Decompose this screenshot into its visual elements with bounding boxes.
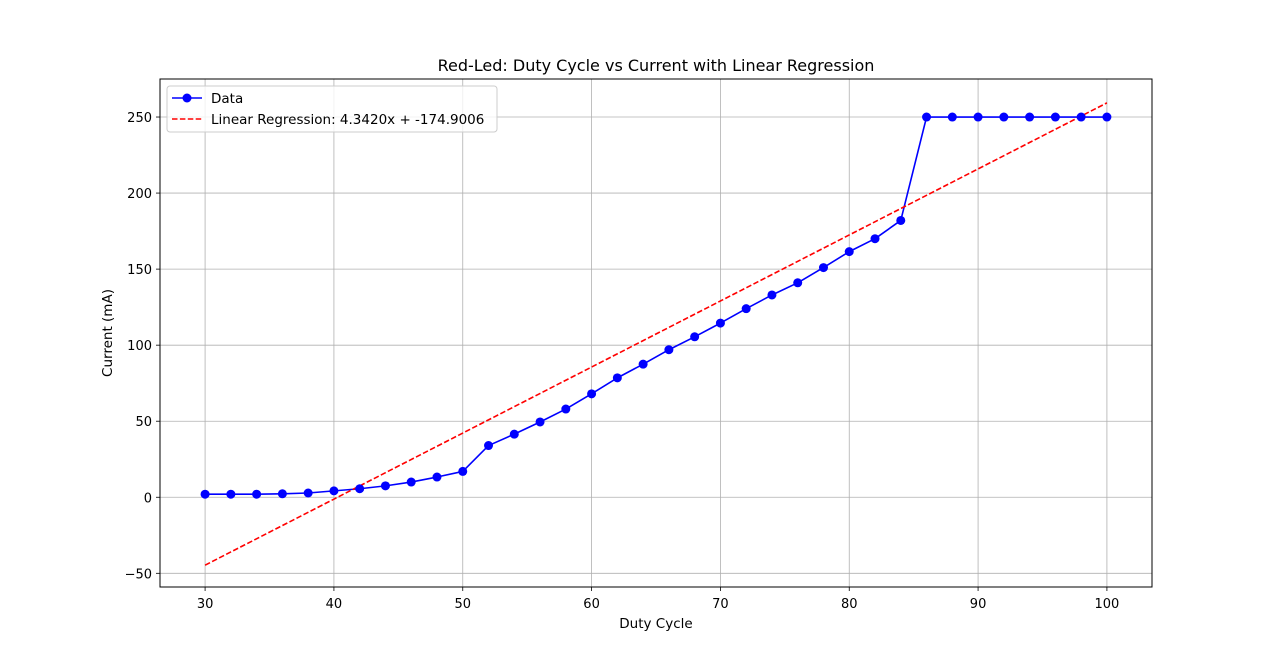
- data-point: [432, 472, 442, 482]
- x-tick-label: 100: [1094, 597, 1119, 612]
- data-point: [1025, 112, 1035, 122]
- data-point: [535, 417, 545, 427]
- y-tick-label: −50: [125, 567, 152, 582]
- data-point: [922, 112, 932, 122]
- data-point: [303, 488, 313, 498]
- x-tick-label: 40: [326, 597, 343, 612]
- data-point: [870, 234, 880, 244]
- legend-box: [166, 85, 498, 133]
- data-point: [793, 278, 803, 288]
- data-point: [484, 441, 494, 451]
- data-point: [690, 332, 700, 342]
- data-point: [1102, 112, 1112, 122]
- data-point: [999, 112, 1009, 122]
- data-point: [1076, 112, 1086, 122]
- data-point: [458, 466, 468, 476]
- data-point: [200, 489, 210, 499]
- data-point: [715, 318, 725, 328]
- data-point: [818, 263, 828, 273]
- x-tick-label: 60: [583, 597, 600, 612]
- x-tick-label: 50: [454, 597, 471, 612]
- y-tick-label: 0: [144, 491, 152, 506]
- data-point: [612, 373, 622, 383]
- data-point: [767, 290, 777, 300]
- y-tick-label: 250: [127, 111, 152, 126]
- x-tick-label: 30: [197, 597, 214, 612]
- data-point: [252, 489, 262, 499]
- x-axis-label: Duty Cycle: [619, 616, 692, 632]
- x-tick-label: 80: [841, 597, 858, 612]
- data-point: [380, 481, 390, 491]
- data-point: [664, 345, 674, 355]
- grid: [160, 79, 1152, 587]
- plot-frame: [159, 78, 1153, 588]
- y-tick-label: 150: [127, 263, 152, 278]
- x-tick-label: 70: [712, 597, 729, 612]
- data-point: [973, 112, 983, 122]
- data-point: [277, 489, 287, 499]
- legend-regression-label: Linear Regression: 4.3420x + -174.9006: [211, 112, 484, 128]
- data-point: [587, 389, 597, 399]
- data-point: [1050, 112, 1060, 122]
- plot-series: [200, 102, 1112, 566]
- data-point: [329, 486, 339, 496]
- y-axis-label: Current (mA): [100, 289, 116, 377]
- x-tick-label: 90: [970, 597, 987, 612]
- axis-ticks: 30 40 50 60 70 80 90 100 −50 0 50 100 150 200 250: [125, 111, 1120, 612]
- data-point: [947, 112, 957, 122]
- data-point: [406, 477, 416, 487]
- data-point: [896, 215, 906, 225]
- y-tick-label: 200: [127, 187, 152, 202]
- data-point: [226, 489, 236, 499]
- data-point: [509, 429, 519, 439]
- data-point: [638, 359, 648, 369]
- legend-data-marker-swatch: [182, 93, 192, 103]
- data-point: [355, 484, 365, 494]
- legend: Data Linear Regression: 4.3420x + -174.9…: [166, 85, 498, 133]
- data-point: [561, 404, 571, 414]
- y-tick-label: 50: [135, 415, 152, 430]
- data-point: [741, 304, 751, 314]
- y-tick-label: 100: [127, 339, 152, 354]
- legend-data-label: Data: [211, 91, 243, 107]
- data-point: [844, 247, 854, 257]
- chart-title: Red-Led: Duty Cycle vs Current with Line…: [438, 56, 875, 75]
